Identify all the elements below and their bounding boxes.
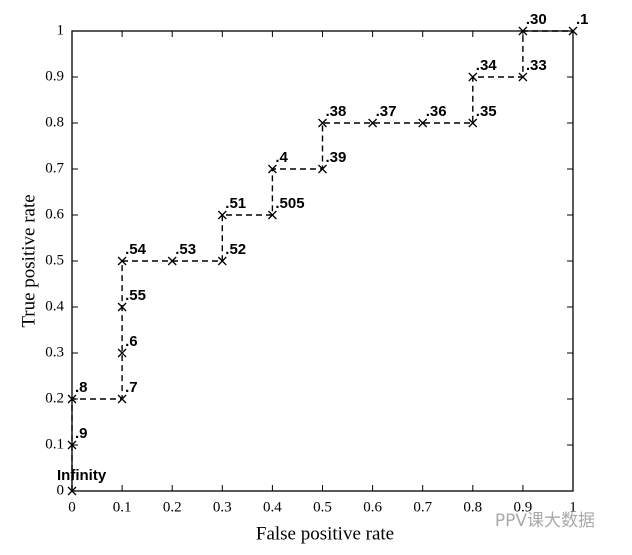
y-tick-label: 0.2 [45, 390, 64, 406]
watermark: PPV课大数据 [495, 511, 595, 531]
point-label: .53 [175, 241, 196, 258]
y-tick-label: 0.4 [45, 298, 64, 314]
y-tick-label: 0.8 [45, 114, 64, 130]
point-label: .36 [426, 103, 447, 120]
point-label: Infinity [57, 467, 107, 484]
point-label: .51 [225, 195, 246, 212]
y-axis-label: True positive rate [18, 194, 39, 327]
point-marker [217, 210, 227, 220]
point-marker [318, 118, 327, 128]
point-label: .6 [125, 333, 138, 350]
x-tick-label: 0.2 [163, 499, 182, 515]
point-label: .505 [275, 195, 304, 212]
point-marker [117, 348, 127, 358]
x-tick-label: 0.3 [213, 499, 232, 515]
point-label: .37 [376, 103, 397, 120]
point-label: .38 [326, 103, 347, 120]
point-marker [468, 72, 478, 82]
point-marker [217, 256, 227, 266]
y-tick-label: 0.7 [45, 160, 64, 176]
x-tick-label: 0 [68, 499, 76, 515]
point-marker [267, 210, 277, 220]
point-label: .52 [225, 241, 246, 258]
point-marker [117, 302, 127, 312]
point-label: .34 [476, 57, 498, 74]
y-tick-label: 0.5 [45, 252, 64, 268]
point-label: .4 [275, 149, 288, 166]
point-marker [67, 394, 77, 404]
point-marker [568, 26, 578, 36]
point-marker [518, 72, 528, 82]
point-marker [418, 118, 428, 128]
point-label: .9 [75, 425, 88, 442]
y-tick-label: 1 [57, 22, 65, 38]
y-tick-label: 0.9 [45, 68, 64, 84]
point-label: .54 [125, 241, 147, 258]
point-label: .39 [326, 149, 347, 166]
y-tick-label: 0.1 [45, 436, 64, 452]
point-label: .30 [526, 11, 547, 28]
point-label: .35 [476, 103, 497, 120]
point-label: .8 [75, 379, 88, 396]
x-axis-label: False positive rate [256, 523, 394, 544]
point-label: .7 [125, 379, 138, 396]
point-label: .33 [526, 57, 547, 74]
x-tick-label: 1 [569, 499, 577, 515]
x-tick-label: 0.7 [413, 499, 432, 515]
point-marker [518, 26, 528, 36]
y-tick-label: 0.3 [45, 344, 64, 360]
point-marker [67, 440, 77, 450]
point-label: .1 [576, 11, 589, 28]
point-marker [468, 118, 478, 128]
x-tick-label: 0.1 [113, 499, 132, 515]
x-tick-label: 0.9 [514, 499, 533, 515]
point-marker [318, 164, 327, 174]
point-label: .55 [125, 287, 146, 304]
point-marker [167, 256, 177, 266]
point-marker [117, 394, 127, 404]
y-tick-label: 0.6 [45, 206, 64, 222]
point-marker [267, 164, 277, 174]
x-tick-label: 0.4 [263, 499, 282, 515]
x-tick-label: 0.6 [363, 499, 382, 515]
point-marker [368, 118, 378, 128]
y-tick-label: 0 [57, 482, 65, 498]
roc-line [71, 30, 573, 491]
x-tick-label: 0.5 [313, 499, 332, 515]
x-tick-label: 0.8 [463, 499, 482, 515]
point-marker [67, 486, 77, 496]
point-marker [117, 256, 127, 266]
